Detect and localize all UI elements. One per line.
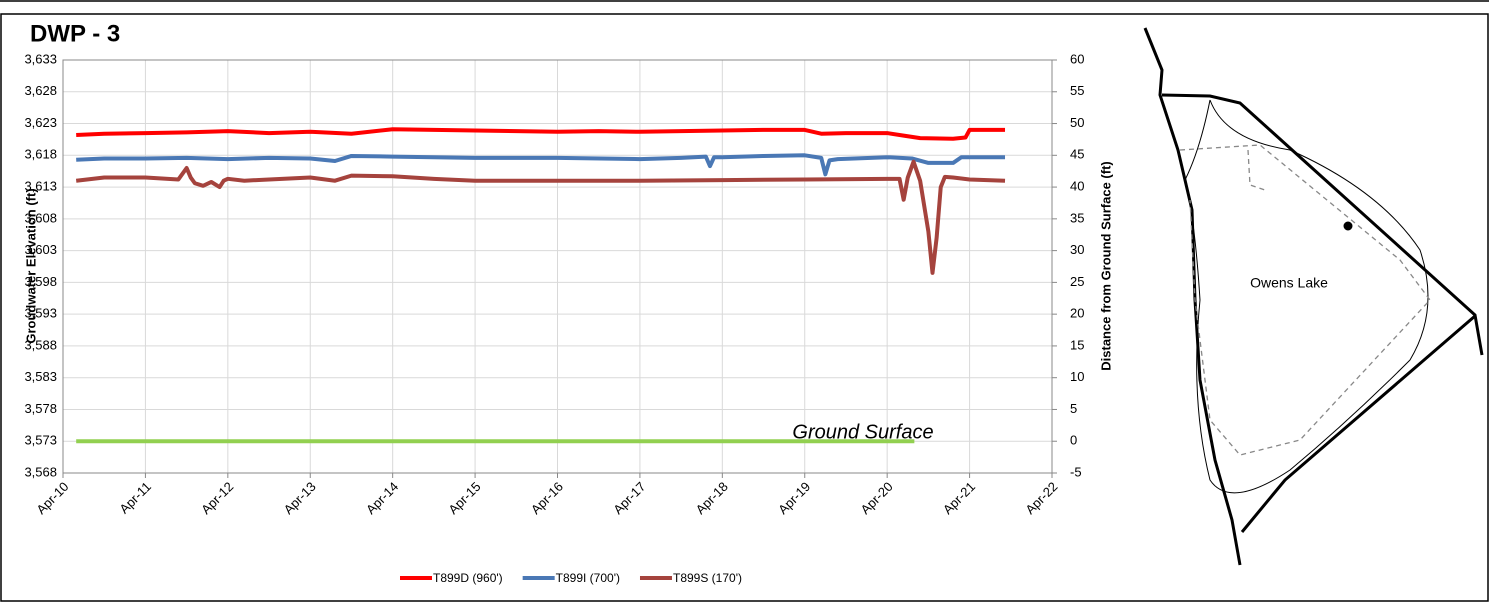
- legend-label: T899D (960'): [433, 571, 503, 585]
- y-tick-label: 3,573: [24, 433, 57, 448]
- y-tick-label: 3,633: [24, 51, 57, 66]
- chart-title: DWP - 3: [30, 20, 120, 47]
- y-tick-label: 3,588: [24, 337, 57, 352]
- y2-tick-label: 0: [1070, 433, 1077, 448]
- y-tick-label: 3,628: [24, 83, 57, 98]
- y2-tick-label: 15: [1070, 337, 1084, 352]
- y2-tick-label: 40: [1070, 179, 1084, 194]
- y-tick-label: 3,613: [24, 179, 57, 194]
- series-line: [76, 127, 1006, 141]
- y2-tick-label: -5: [1070, 464, 1082, 479]
- plot-frame: [62, 59, 1053, 474]
- frame: [0, 13, 1489, 602]
- y2-tick-label: 35: [1070, 210, 1084, 225]
- y-tick-label: 3,578: [24, 401, 57, 416]
- y2-axis-label: Distance from Ground Surface (ft): [1098, 161, 1113, 370]
- map: [1143, 27, 1484, 566]
- y-tick-label: 3,603: [24, 242, 57, 257]
- legend-label: T899I (700'): [556, 571, 620, 585]
- annotation: Ground Surface: [792, 421, 933, 443]
- y2-tick-label: 45: [1070, 147, 1084, 162]
- y-tick-label: 3,618: [24, 147, 57, 162]
- y2-tick-label: 50: [1070, 115, 1084, 130]
- y-tick-label: 3,608: [24, 210, 57, 225]
- y-tick-label: 3,568: [24, 464, 57, 479]
- y2-tick-label: 55: [1070, 83, 1084, 98]
- y-tick-label: 3,593: [24, 306, 57, 321]
- y2-tick-label: 5: [1070, 401, 1077, 416]
- y-tick-label: 3,623: [24, 115, 57, 130]
- y2-tick-label: 20: [1070, 306, 1084, 321]
- series-line: [76, 153, 1006, 177]
- y-tick-label: 3,583: [24, 369, 57, 384]
- y-axis-label: Groudwater Elevation (ft): [23, 188, 38, 343]
- y2-tick-label: 30: [1070, 242, 1084, 257]
- y-tick-label: 3,598: [24, 274, 57, 289]
- y2-tick-label: 10: [1070, 369, 1084, 384]
- legend-label: T899S (170'): [673, 571, 742, 585]
- map-label: Owens Lake: [1250, 275, 1328, 291]
- y2-tick-label: 60: [1070, 51, 1084, 66]
- series-line: [75, 159, 1006, 275]
- y2-tick-label: 25: [1070, 274, 1084, 289]
